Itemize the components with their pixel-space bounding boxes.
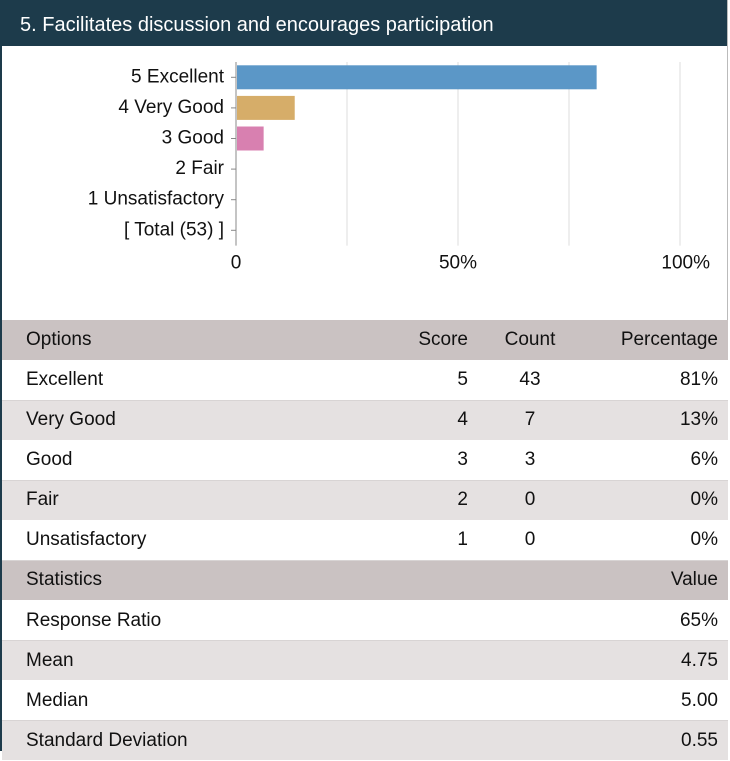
cell: 7 — [478, 400, 568, 440]
cell: 0% — [568, 520, 728, 560]
header-cell: Statistics — [2, 561, 515, 601]
cell: 2 — [388, 480, 478, 520]
bar — [237, 96, 295, 120]
chart: 0 50% 100% 5 Excellent 4 Very Good 3 Good 2 Fa… — [2, 46, 728, 320]
y-tick-label: [ Total (53) ] — [124, 219, 224, 240]
cell: 6% — [568, 440, 728, 480]
header-cell: Percentage — [568, 320, 728, 360]
header-cell: Options — [2, 320, 388, 360]
cell: 1 — [388, 520, 478, 560]
cell: 0 — [478, 480, 568, 520]
cell: 81% — [568, 360, 728, 400]
cell: Excellent — [2, 360, 388, 400]
cell: 43 — [478, 360, 568, 400]
cell: 0% — [568, 480, 728, 520]
cell: 0.55 — [515, 721, 728, 761]
cell: 0 — [478, 520, 568, 560]
header-cell: Value — [515, 561, 728, 601]
cell: 5 — [388, 360, 478, 400]
cell: Mean — [2, 641, 515, 681]
cell: Very Good — [2, 400, 388, 440]
y-tick-label: 3 Good — [162, 128, 224, 149]
y-tick-label: 4 Very Good — [118, 97, 224, 118]
cell: 4 — [388, 400, 478, 440]
panel-title: 5. Facilitates discussion and encourages… — [2, 0, 727, 46]
x-tick-label: 0 — [231, 253, 242, 274]
y-tick-label: 1 Unsatisfactory — [88, 189, 225, 210]
x-tick-label: 100% — [661, 253, 710, 274]
cell: Standard Deviation — [2, 721, 515, 761]
cell: Median — [2, 681, 515, 721]
cell: Good — [2, 440, 388, 480]
bar — [237, 65, 597, 89]
y-tick-label: 5 Excellent — [131, 66, 225, 87]
y-tick-label: 2 Fair — [175, 158, 224, 179]
bar — [237, 127, 264, 151]
cell: 3 — [478, 440, 568, 480]
cell: 13% — [568, 400, 728, 440]
cell: 65% — [515, 601, 728, 641]
cell: 3 — [388, 440, 478, 480]
cell: Fair — [2, 480, 388, 520]
header-cell: Score — [388, 320, 478, 360]
header-cell: Count — [478, 320, 568, 360]
cell: 5.00 — [515, 681, 728, 721]
cell: Response Ratio — [2, 601, 515, 641]
cell: Unsatisfactory — [2, 520, 388, 560]
cell: 4.75 — [515, 641, 728, 681]
x-tick-label: 50% — [439, 253, 477, 274]
